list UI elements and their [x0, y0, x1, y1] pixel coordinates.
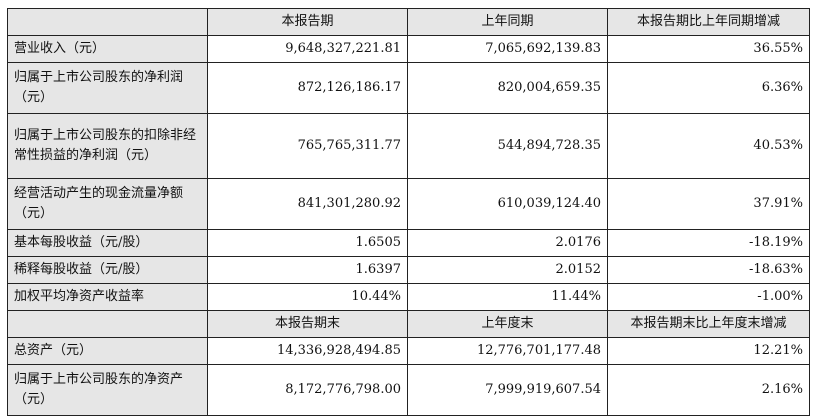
- row-label: 加权平均净资产收益率: [7, 283, 208, 311]
- cell-value: 765,765,311.77: [207, 113, 408, 179]
- table-row: 归属于上市公司股东的扣除非经常性损益的净利润（元） 765,765,311.77…: [7, 113, 810, 179]
- cell-value: -1.00%: [607, 283, 810, 311]
- table-row: 总资产（元） 14,336,928,494.85 12,776,701,177.…: [7, 337, 810, 365]
- cell-value: 36.55%: [607, 35, 810, 63]
- header-cell-blank: [7, 8, 208, 36]
- row-label: 归属于上市公司股东的净利润（元）: [7, 62, 208, 114]
- cell-value: 9,648,327,221.81: [207, 35, 408, 63]
- row-label: 归属于上市公司股东的扣除非经常性损益的净利润（元）: [7, 113, 208, 179]
- cell-value: 2.16%: [607, 364, 810, 416]
- cell-value: 544,894,728.35: [407, 113, 608, 179]
- cell-value: 7,065,692,139.83: [407, 35, 608, 63]
- cell-value: -18.19%: [607, 229, 810, 257]
- table-row: 基本每股收益（元/股） 1.6505 2.0176 -18.19%: [7, 229, 810, 257]
- row-label: 归属于上市公司股东的净资产（元）: [7, 364, 208, 416]
- row-label: 基本每股收益（元/股）: [7, 229, 208, 257]
- cell-value: 820,004,659.35: [407, 62, 608, 114]
- table-subheader-row: 本报告期末 上年度末 本报告期末比上年度末增减: [7, 310, 810, 338]
- cell-value: 12.21%: [607, 337, 810, 365]
- financial-summary-table: 本报告期 上年同期 本报告期比上年同期增减 营业收入（元） 9,648,327,…: [7, 8, 810, 416]
- cell-value: 872,126,186.17: [207, 62, 408, 114]
- table-row: 稀释每股收益（元/股） 1.6397 2.0152 -18.63%: [7, 256, 810, 284]
- header-cell-prior-year-end: 上年度末: [407, 310, 608, 338]
- header-cell-change-vs-year-end: 本报告期末比上年度末增减: [607, 310, 810, 338]
- cell-value: -18.63%: [607, 256, 810, 284]
- header-cell-change: 本报告期比上年同期增减: [607, 8, 810, 36]
- cell-value: 2.0152: [407, 256, 608, 284]
- cell-value: 1.6505: [207, 229, 408, 257]
- cell-value: 7,999,919,607.54: [407, 364, 608, 416]
- table-header-row: 本报告期 上年同期 本报告期比上年同期增减: [7, 8, 810, 36]
- cell-value: 10.44%: [207, 283, 408, 311]
- cell-value: 610,039,124.40: [407, 178, 608, 230]
- cell-value: 12,776,701,177.48: [407, 337, 608, 365]
- cell-value: 6.36%: [607, 62, 810, 114]
- row-label: 经营活动产生的现金流量净额（元）: [7, 178, 208, 230]
- cell-value: 40.53%: [607, 113, 810, 179]
- table-row: 营业收入（元） 9,648,327,221.81 7,065,692,139.8…: [7, 35, 810, 63]
- cell-value: 1.6397: [207, 256, 408, 284]
- cell-value: 8,172,776,798.00: [207, 364, 408, 416]
- row-label: 稀释每股收益（元/股）: [7, 256, 208, 284]
- header-cell-current-period: 本报告期: [207, 8, 408, 36]
- table-row: 归属于上市公司股东的净资产（元） 8,172,776,798.00 7,999,…: [7, 364, 810, 416]
- table-row: 经营活动产生的现金流量净额（元） 841,301,280.92 610,039,…: [7, 178, 810, 230]
- header-cell-prior-period: 上年同期: [407, 8, 608, 36]
- cell-value: 841,301,280.92: [207, 178, 408, 230]
- cell-value: 2.0176: [407, 229, 608, 257]
- cell-value: 14,336,928,494.85: [207, 337, 408, 365]
- table-row: 加权平均净资产收益率 10.44% 11.44% -1.00%: [7, 283, 810, 311]
- header-cell-blank: [7, 310, 208, 338]
- table-row: 归属于上市公司股东的净利润（元） 872,126,186.17 820,004,…: [7, 62, 810, 114]
- cell-value: 11.44%: [407, 283, 608, 311]
- row-label: 总资产（元）: [7, 337, 208, 365]
- cell-value: 37.91%: [607, 178, 810, 230]
- header-cell-period-end: 本报告期末: [207, 310, 408, 338]
- row-label: 营业收入（元）: [7, 35, 208, 63]
